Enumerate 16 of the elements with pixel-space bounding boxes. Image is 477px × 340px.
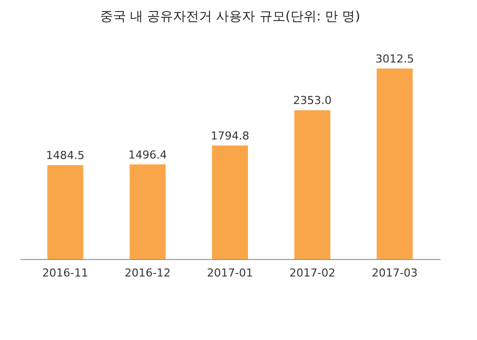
bar: [376, 68, 413, 259]
x-tick-label: 2016-12: [124, 266, 171, 280]
x-tick-label: 2016-11: [42, 266, 88, 280]
chart-title: 중국 내 공유자전거 사용자 규모(단위: 만 명): [100, 10, 360, 25]
x-tick-label: 2017-01: [207, 266, 253, 280]
data-label: 2353.0: [293, 94, 332, 108]
data-label: 1496.4: [128, 148, 167, 162]
data-label: 3012.5: [375, 52, 414, 66]
x-tick-label: 2017-02: [289, 266, 336, 280]
data-label: 1794.8: [210, 130, 250, 143]
bar: [47, 165, 84, 259]
data-label: 1484.5: [46, 149, 85, 162]
bar: [294, 110, 330, 259]
bar: [212, 146, 248, 259]
bar: [130, 164, 166, 259]
x-tick-label: 2017-03: [372, 266, 418, 280]
